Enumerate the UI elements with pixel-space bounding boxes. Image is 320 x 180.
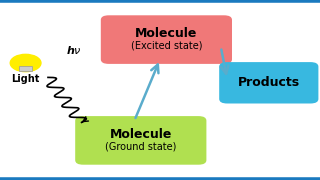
Text: Molecule: Molecule <box>135 27 197 40</box>
Text: Products: Products <box>238 76 300 89</box>
Text: (Excited state): (Excited state) <box>131 41 202 51</box>
Text: Molecule: Molecule <box>110 128 172 141</box>
Circle shape <box>10 54 41 72</box>
FancyBboxPatch shape <box>75 116 206 165</box>
Text: h$\nu$: h$\nu$ <box>66 44 82 56</box>
Text: (Ground state): (Ground state) <box>105 142 177 152</box>
Text: Light: Light <box>12 74 40 84</box>
FancyBboxPatch shape <box>19 66 32 71</box>
FancyBboxPatch shape <box>101 15 232 64</box>
FancyBboxPatch shape <box>219 62 318 104</box>
